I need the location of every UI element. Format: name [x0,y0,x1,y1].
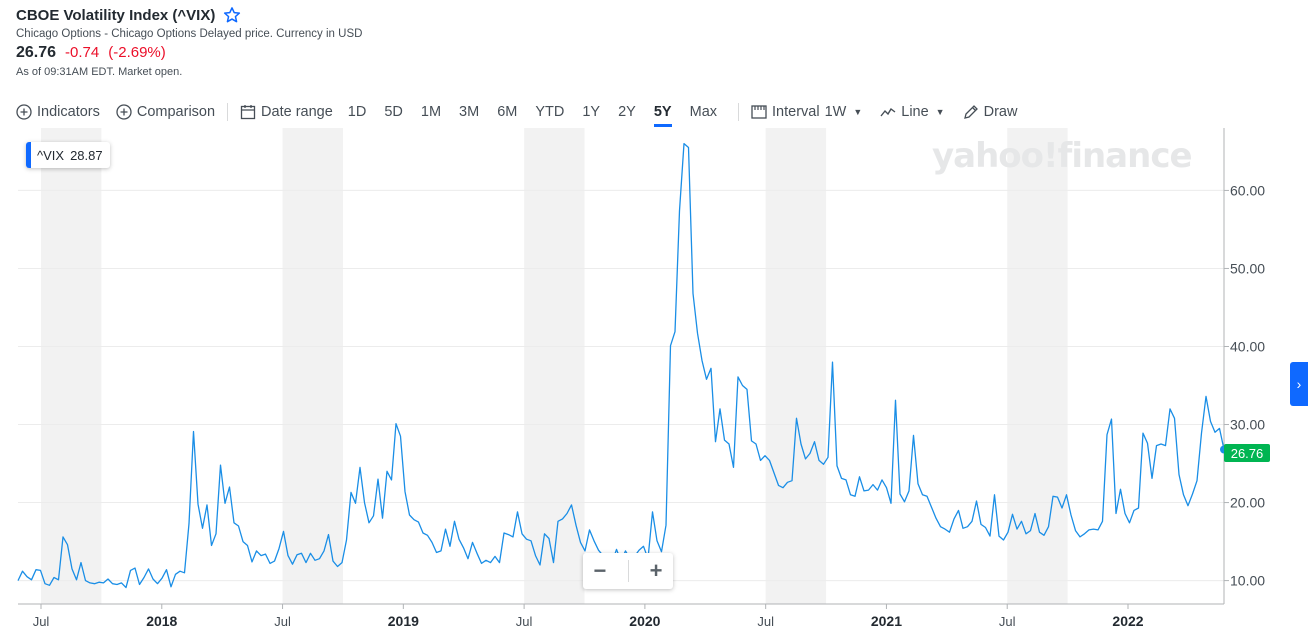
x-tick-label: 2018 [146,613,177,629]
shaded-band [1007,128,1068,604]
interval-label: Interval [772,104,820,120]
quote-header: CBOE Volatility Index (^VIX) Chicago Opt… [16,6,363,79]
date-range-button[interactable]: Date range [240,104,333,120]
range-1m[interactable]: 1M [420,104,442,120]
current-price: 26.76 [16,44,57,61]
pencil-icon [963,105,978,119]
x-axis-labels: Jul 2018 Jul 2019 Jul 2020 Jul 2021 Jul 2022 [33,604,1144,629]
x-tick-label: Jul [33,614,50,629]
shaded-band [524,128,585,604]
plus-circle-icon [16,104,32,120]
y-tick-label: 60.00 [1230,182,1265,198]
chevron-down-icon: ▼ [935,107,945,117]
date-range-label: Date range [261,104,333,120]
range-2y[interactable]: 2Y [618,104,636,120]
zoom-divider [627,560,629,582]
price-change: -0.74 [65,44,100,61]
legend-value: 28.87 [70,147,103,163]
toolbar-divider [227,103,229,121]
indicators-label: Indicators [37,104,100,120]
chart-toolbar: Indicators Comparison Date range 1D 5D 1… [16,100,1018,127]
comparison-label: Comparison [136,104,216,120]
range-1y[interactable]: 1Y [582,104,601,120]
page-title: CBOE Volatility Index (^VIX) [16,6,216,24]
range-ytd[interactable]: YTD [535,104,565,120]
quote-subtitle: Chicago Options - Chicago Options Delaye… [16,28,363,40]
shaded-band [765,128,827,604]
legend-symbol: ^VIX [37,147,65,163]
chart-type-button[interactable]: Line ▼ [880,104,945,120]
y-tick-label: 30.00 [1230,417,1265,433]
series-legend[interactable]: ^VIX 28.87 [26,142,110,168]
range-1d[interactable]: 1D [347,104,367,120]
x-tick-label: Jul [274,614,291,629]
line-chart-icon [880,107,896,117]
chevron-right-icon[interactable]: › [1290,362,1308,406]
shaded-band [282,128,343,604]
range-6m[interactable]: 6M [497,104,518,120]
yahoo-finance-watermark: yahoo!finance [932,136,1193,176]
x-tick-label: 2022 [1112,613,1143,629]
range-selector: 1D 5D 1M 3M 6M YTD 1Y 2Y 5Y Max [339,104,726,127]
x-tick-label: Jul [516,614,533,629]
zoom-in-button[interactable]: + [649,558,663,583]
indicators-button[interactable]: Indicators [16,104,100,120]
draw-button[interactable]: Draw [963,104,1018,120]
y-tick-label: 50.00 [1230,260,1265,276]
interval-value: 1W [824,104,847,120]
range-5y[interactable]: 5Y [653,104,672,127]
range-5d[interactable]: 5D [384,104,403,120]
calendar-icon [240,105,256,120]
x-tick-label: 2019 [388,613,419,629]
shaded-band [41,128,102,604]
y-axis-labels: 10.00 20.00 30.00 40.00 50.00 60.00 [1230,182,1265,588]
interval-icon [751,105,767,119]
y-tick-label: 40.00 [1230,338,1265,354]
star-icon[interactable] [223,6,241,24]
y-tick-label: 10.00 [1230,573,1265,589]
draw-label: Draw [983,104,1018,120]
x-tick-label: 2020 [629,613,660,629]
y-tick-label: 20.00 [1230,495,1265,511]
period-shading [41,128,1068,604]
zoom-controls: − + [583,553,673,589]
x-tick-label: Jul [757,614,774,629]
x-tick-label: Jul [999,614,1016,629]
last-price-tag: 26.76 [1224,444,1270,462]
comparison-button[interactable]: Comparison [116,104,215,120]
gridlines [18,189,1229,582]
range-max[interactable]: Max [689,104,718,120]
range-3m[interactable]: 3M [459,104,480,120]
as-of-time: As of 09:31AM EDT. Market open. [16,66,183,78]
price-change-percent: (-2.69%) [108,44,166,61]
chevron-down-icon: ▼ [853,107,863,117]
zoom-out-button[interactable]: − [593,558,607,583]
plus-circle-icon [116,104,132,120]
toolbar-divider [738,103,740,121]
interval-button[interactable]: Interval 1W ▼ [751,104,862,120]
x-tick-label: 2021 [871,613,902,629]
chart-type-label: Line [901,104,929,120]
